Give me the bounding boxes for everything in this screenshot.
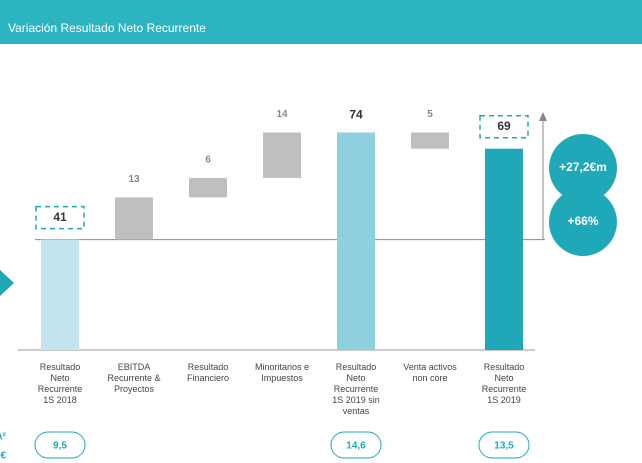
header-bar [0, 0, 642, 44]
data-label: 13 [128, 174, 140, 185]
side-label: A² [0, 432, 7, 443]
annotation-circle [549, 188, 617, 256]
category-label: EBITDA Recurrente & Proyectos [107, 362, 161, 394]
badge [34, 431, 86, 459]
badge-label: 14,6 [346, 441, 366, 452]
category-label: Resultado Financiero [186, 362, 230, 383]
data-label: 6 [205, 155, 211, 166]
data-label: 74 [349, 108, 363, 122]
data-label: 69 [497, 119, 511, 133]
badge-label: 9,5 [53, 441, 67, 452]
annotation: +27,2€m [559, 160, 607, 174]
bar [337, 132, 375, 350]
category-label: Resultado Neto Recurrente 1S 2019 [481, 362, 527, 405]
badge-label: 13,5 [494, 441, 514, 452]
dashed-box [479, 114, 529, 139]
category-label: Venta activos non core [403, 362, 457, 383]
bar [41, 239, 79, 350]
badge [330, 431, 382, 459]
annotation: +66% [567, 214, 598, 228]
bar [263, 132, 301, 178]
data-label: 41 [53, 210, 67, 224]
bar [115, 197, 153, 240]
annotation-circle [549, 134, 617, 202]
arrow-head [539, 112, 547, 121]
side-arrow [0, 270, 14, 296]
data-label: 14 [276, 109, 288, 120]
category-label: Resultado Neto Recurrente 1S 2019 sin ve… [332, 362, 380, 416]
badge [478, 431, 530, 459]
bar [485, 148, 523, 350]
dashed-box [35, 205, 85, 230]
chart-title: Variación Resultado Neto Recurrente [8, 21, 206, 35]
category-label: Resultado Neto Recurrente 1S 2018 [37, 362, 83, 405]
category-label: Minoritarios e Impuestos [254, 362, 310, 383]
side-label: € [0, 451, 6, 462]
data-label: 5 [427, 109, 433, 120]
bar [189, 177, 227, 198]
bar [411, 132, 449, 149]
